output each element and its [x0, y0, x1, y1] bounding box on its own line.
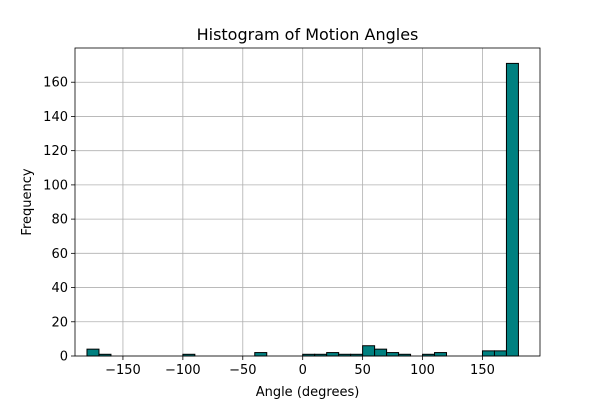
- histogram-bar: [374, 348, 388, 357]
- x-tick-label: 50: [354, 363, 371, 378]
- histogram-bar: [326, 352, 340, 357]
- y-tick-label: 100: [43, 178, 68, 193]
- y-tick-label: 80: [51, 213, 68, 228]
- x-tick-label: −100: [165, 363, 201, 378]
- histogram-bar: [493, 350, 507, 357]
- x-tick-label: 150: [470, 363, 495, 378]
- ticks-layer: −150 −100 −50 0 50 100 150 0 20 40 60 80 100 120 140 16…: [43, 76, 495, 378]
- x-tick-label: 0: [299, 363, 307, 378]
- histogram-bar: [254, 352, 268, 357]
- y-tick-label: 0: [60, 350, 68, 365]
- x-tick-label: 100: [410, 363, 435, 378]
- histogram-bar: [481, 350, 495, 357]
- x-tick-label: −50: [229, 363, 256, 378]
- histogram-bar: [434, 352, 448, 357]
- y-tick-label: 140: [43, 110, 68, 125]
- x-axis-label: Angle (degrees): [256, 385, 360, 400]
- y-tick-label: 160: [43, 76, 68, 91]
- plot-area-frame: [74, 47, 541, 357]
- y-tick-label: 20: [51, 315, 68, 330]
- y-axis-label: Frequency: [20, 168, 35, 235]
- y-tick-label: 60: [51, 247, 68, 262]
- histogram-bar: [86, 348, 100, 357]
- y-tick-label: 120: [43, 144, 68, 159]
- y-tick-label: 40: [51, 281, 68, 296]
- chart-title: Histogram of Motion Angles: [197, 25, 419, 44]
- histogram-bar: [362, 345, 376, 357]
- histogram-bar: [505, 62, 519, 357]
- histogram-bar: [386, 352, 400, 357]
- grid-layer: [75, 48, 540, 357]
- x-tick-label: −150: [105, 363, 141, 378]
